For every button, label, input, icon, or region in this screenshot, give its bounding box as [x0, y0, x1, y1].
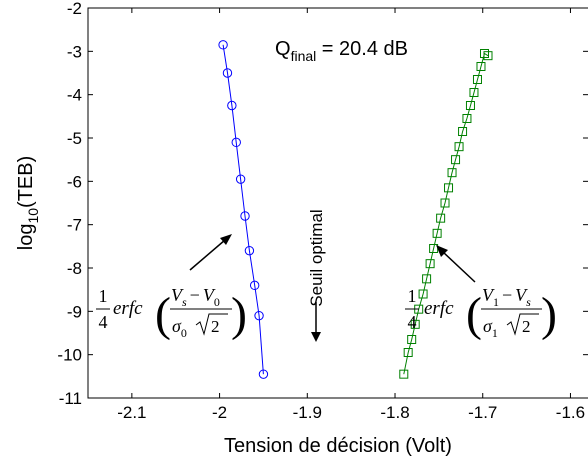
series-2-point [422, 274, 432, 284]
series-2-point [483, 51, 493, 61]
series-1-point [227, 100, 237, 111]
svg-text:4: 4 [408, 312, 417, 332]
series-2-point [403, 348, 413, 357]
svg-text:): ) [541, 288, 557, 341]
series-2-point [418, 289, 428, 299]
y-tick-label: -4 [67, 86, 82, 105]
series-1-point [231, 137, 241, 148]
left-paren: ( [155, 288, 171, 341]
plot-frame [87, 7, 588, 399]
series-2-point [407, 335, 417, 344]
series-1-point [249, 280, 260, 291]
series-2-point [476, 62, 486, 71]
series-2-point [454, 142, 464, 152]
series-2-point [465, 101, 475, 110]
series-1-point [240, 211, 250, 221]
x-tick-label: -1.8 [380, 403, 409, 422]
svg-text:2: 2 [211, 317, 220, 336]
y-tick-label: -9 [67, 302, 82, 321]
plot-area [88, 8, 588, 398]
series-1-point [222, 68, 233, 78]
series-1-point [254, 310, 264, 321]
series-1-point [218, 40, 228, 50]
svg-text:σ0: σ0 [172, 316, 187, 340]
series-2-line [403, 52, 489, 375]
series-2-point [462, 114, 472, 123]
y-tick-label: -8 [67, 259, 82, 278]
seuil-optimal-label: Seuil optimal [307, 209, 326, 306]
right-annotation-arrowhead [436, 245, 448, 257]
svg-text:2: 2 [522, 317, 531, 336]
x-tick-label: -1.6 [556, 403, 585, 422]
qfinal-annotation: Qfinal = 20.4 dB [275, 38, 408, 64]
seuil-arrowhead [311, 332, 321, 342]
right-annotation-arrow-line [442, 251, 476, 283]
svg-text:(: ( [466, 288, 482, 341]
x-tick-label: -1.7 [468, 403, 497, 422]
y-tick-label: -10 [57, 346, 82, 365]
formula-right: 1 4 erfc ( V1− Vs σ1 2 ) [405, 285, 557, 341]
series-1-line [222, 44, 264, 375]
x-tick-label: -2 [212, 403, 227, 422]
right-paren: ) [231, 288, 247, 341]
svg-text:1: 1 [99, 286, 108, 306]
svg-text:Vs−V0: Vs − V0 [171, 285, 220, 309]
series-2-point [469, 88, 479, 97]
formula-left: 1 4 erfc ( Vs − V0 σ0 2 ) [96, 285, 247, 341]
left-annotation-arrow-line [189, 239, 226, 271]
series-2-point [451, 155, 461, 165]
series-1-point [258, 369, 269, 379]
series-2-point [447, 168, 457, 178]
y-axis-label: log10(TEB) [15, 156, 41, 251]
series-2-point [436, 213, 446, 223]
x-axis-label: Tension de décision (Volt) [224, 435, 452, 457]
y-tick-label: -7 [67, 216, 82, 235]
svg-text:erfc: erfc [113, 298, 143, 319]
left-annotation-arrowhead [220, 234, 232, 245]
series-2-point [399, 369, 409, 379]
series-2-point [472, 75, 482, 84]
series-2-point [432, 228, 442, 238]
svg-text:σ1: σ1 [483, 316, 498, 340]
y-tick-label: -11 [59, 389, 82, 408]
svg-text:erfc: erfc [424, 298, 454, 319]
y-tick-label: -3 [67, 42, 82, 61]
series-2-point [440, 198, 450, 208]
y-tick-label: -5 [67, 129, 82, 148]
series-1-point [235, 174, 246, 184]
svg-text:4: 4 [99, 312, 108, 332]
series-1-point [244, 245, 255, 256]
svg-text:V1−Vs: V1− Vs [482, 285, 531, 309]
series-2-point [458, 127, 468, 136]
y-tick-label: -2 [67, 0, 82, 18]
series-2-point [425, 259, 435, 269]
series-2-point [410, 319, 420, 329]
y-tick-label: -6 [67, 172, 82, 191]
x-tick-label: -2.1 [117, 403, 146, 422]
series-2-point [444, 183, 454, 193]
svg-text:1: 1 [408, 286, 417, 306]
x-tick-label: -1.9 [293, 403, 322, 422]
